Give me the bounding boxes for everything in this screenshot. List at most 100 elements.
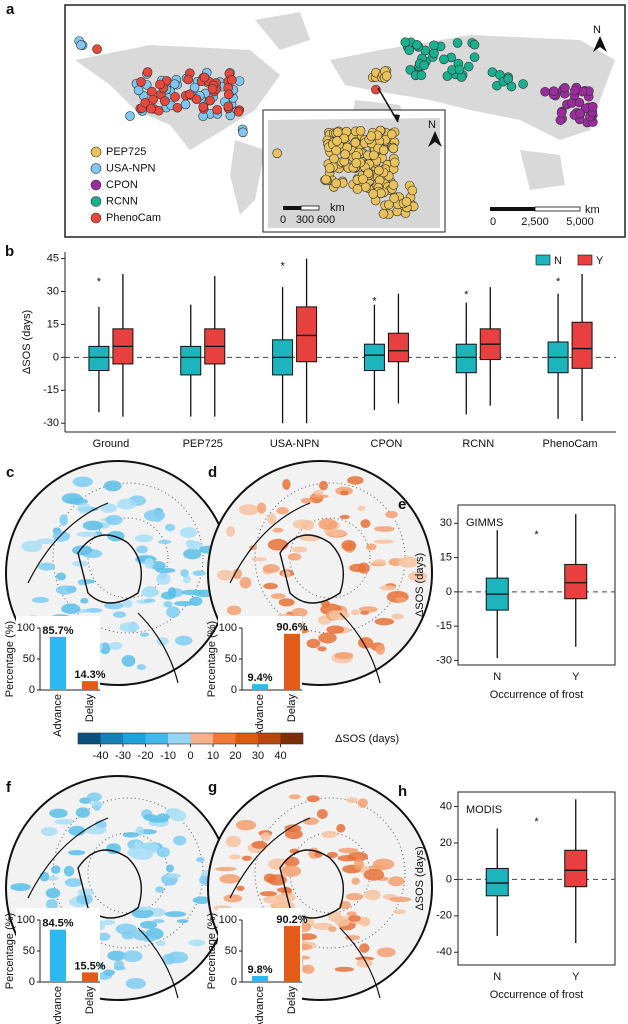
site-marker: [429, 48, 439, 59]
vegetation-patch: [291, 607, 308, 618]
bar: [252, 684, 268, 690]
site-marker: [439, 54, 449, 65]
y-tick-label: 20: [440, 837, 452, 849]
site-marker: [329, 153, 339, 164]
legend-label: CPON: [106, 179, 138, 191]
panel-label: d: [208, 464, 217, 481]
x-tick-label: USA-NPN: [270, 438, 320, 450]
y-tick-label: 0: [446, 873, 452, 885]
site-marker: [142, 67, 153, 77]
y-tick-label: -20: [436, 910, 452, 922]
vegetation-patch: [238, 504, 259, 516]
site-marker: [378, 209, 389, 219]
site-marker: [388, 180, 399, 190]
x-tick-label: Delay: [286, 694, 298, 723]
scale-label: 2,500: [521, 216, 549, 228]
vegetation-patch: [80, 597, 89, 604]
site-marker: [324, 163, 335, 173]
x-tick-label: Y: [572, 671, 580, 683]
site-marker: [321, 174, 331, 185]
colorbar-tick-label: 0: [187, 750, 193, 762]
x-tick-label: Delay: [84, 694, 96, 723]
box: [564, 563, 588, 600]
vegetation-patch: [260, 832, 271, 842]
significance-mark: *: [556, 276, 561, 288]
y-tick-label: -30: [43, 417, 59, 429]
x-axis-label: Occurrence of frost: [490, 989, 584, 1001]
vegetation-patch: [103, 969, 115, 976]
vegetation-patch: [346, 797, 359, 804]
inset-scale-unit: km: [330, 202, 345, 214]
vegetation-patch: [152, 919, 165, 924]
value-label: 90.2%: [276, 914, 307, 926]
vegetation-patch: [156, 940, 166, 947]
vegetation-patch: [54, 818, 74, 825]
vegetation-patch: [336, 823, 346, 833]
vegetation-patch: [267, 513, 277, 525]
coastline: [77, 849, 142, 919]
colorbar-tick-label: 40: [274, 750, 286, 762]
vegetation-patch: [306, 795, 320, 803]
vegetation-patch: [31, 596, 50, 604]
vegetation-patch: [372, 559, 387, 565]
vegetation-patch: [119, 622, 140, 632]
y-tick-label: 45: [47, 252, 59, 264]
annotation: GIMMS: [466, 517, 503, 529]
y-tick-label: 0: [29, 976, 35, 988]
site-marker: [381, 71, 392, 81]
y-tick-label: 0: [29, 684, 35, 696]
vegetation-patch: [183, 548, 202, 560]
vegetation-patch: [310, 494, 329, 499]
vegetation-patch: [348, 915, 362, 922]
vegetation-patch: [391, 613, 404, 620]
vegetation-patch: [188, 939, 205, 947]
y-tick-label: 0: [231, 684, 237, 696]
x-tick-label: N: [493, 671, 501, 683]
y-axis-label: Percentage (%): [206, 913, 218, 989]
site-marker: [199, 72, 210, 83]
vegetation-patch: [292, 519, 311, 530]
site-marker: [184, 89, 195, 100]
x-tick-label: Y: [572, 971, 580, 983]
y-tick-label: 40: [440, 800, 452, 812]
site-marker: [386, 129, 397, 140]
vegetation-patch: [140, 842, 160, 854]
vegetation-patch: [360, 519, 371, 528]
site-marker: [355, 125, 366, 136]
vegetation-patch: [85, 826, 107, 835]
vegetation-patch: [239, 576, 252, 589]
site-marker: [469, 52, 480, 63]
vegetation-patch: [339, 514, 350, 520]
vegetation-patch: [374, 526, 395, 532]
site-marker: [125, 111, 135, 121]
box: [180, 345, 202, 376]
vegetation-patch: [86, 792, 102, 802]
vegetation-patch: [359, 916, 371, 927]
site-marker: [170, 92, 180, 102]
site-marker: [374, 165, 384, 176]
site-marker: [368, 189, 379, 199]
vegetation-patch: [64, 878, 83, 888]
vegetation-patch: [328, 610, 350, 621]
vegetation-patch: [125, 978, 147, 990]
inset-scale-label: 0: [280, 214, 286, 226]
colorbar-tick-label: -40: [93, 750, 109, 762]
vegetation-patch: [365, 543, 377, 551]
x-tick-label: CPON: [371, 438, 403, 450]
vegetation-patch: [232, 568, 242, 580]
vegetation-patch: [375, 644, 386, 655]
box: [564, 849, 588, 888]
y-tick-label: 15: [440, 551, 452, 563]
site-marker: [407, 185, 418, 196]
site-marker: [233, 106, 244, 117]
bar: [50, 636, 66, 690]
colorbar-segment: [145, 733, 168, 744]
vegetation-patch: [121, 931, 135, 940]
land: [330, 35, 615, 140]
vegetation-patch: [142, 585, 157, 598]
vegetation-patch: [326, 625, 345, 634]
vegetation-patch: [215, 866, 237, 872]
vegetation-patch: [76, 531, 98, 537]
box: [363, 343, 385, 372]
site-marker: [352, 184, 363, 194]
